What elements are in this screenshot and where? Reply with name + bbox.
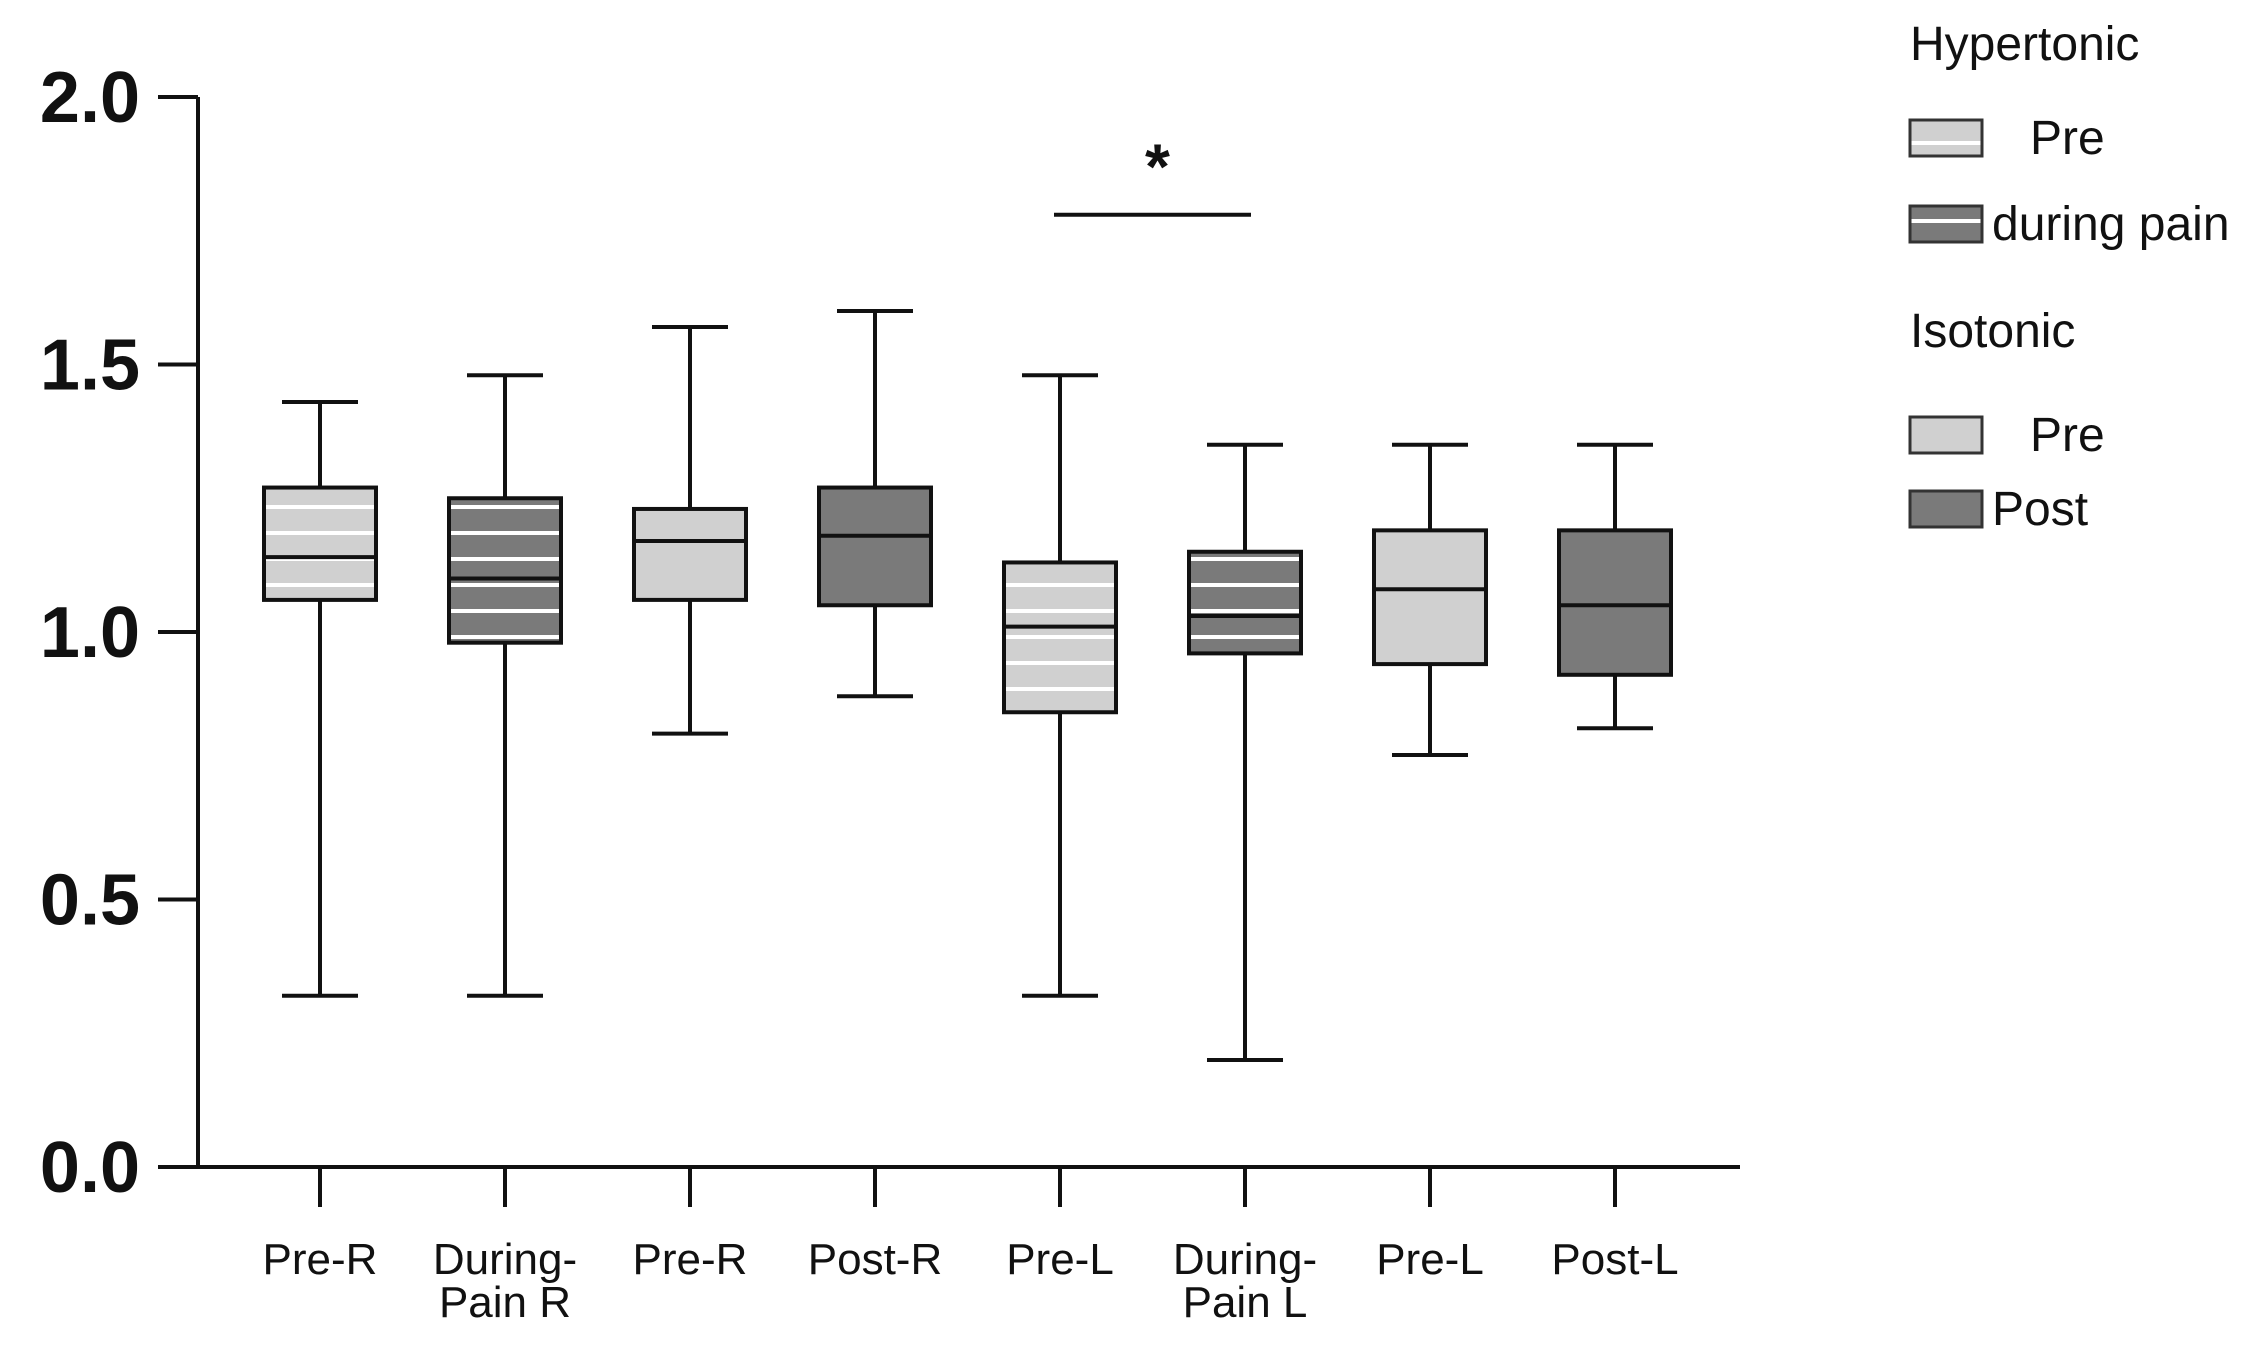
x-tick-label: Post-R bbox=[808, 1235, 942, 1284]
legend-swatch bbox=[1908, 204, 1984, 244]
legend-label: during pain bbox=[1992, 198, 2230, 251]
x-tick-label-line: Pre-R bbox=[263, 1235, 378, 1284]
iqr-box bbox=[447, 496, 563, 645]
x-tick-label-line: During- bbox=[1173, 1235, 1317, 1284]
box-plot-item bbox=[1372, 442, 1488, 758]
y-tick-label: 0.0 bbox=[40, 1128, 140, 1208]
iqr-box bbox=[1187, 549, 1303, 656]
legend-swatch bbox=[1908, 118, 1984, 158]
x-tick-label-line: Pain R bbox=[439, 1278, 571, 1327]
y-tick-label: 2.0 bbox=[40, 58, 140, 138]
box-plot-item bbox=[632, 325, 748, 736]
legend-label: Pre bbox=[2030, 112, 2105, 165]
legend-swatch bbox=[1908, 415, 1984, 455]
significance-label: * bbox=[1145, 131, 1170, 203]
legend: Hypertonic Pre during pain Isotonic Pre Post bbox=[1908, 18, 2230, 536]
x-tick-label-line: Pain L bbox=[1183, 1278, 1308, 1327]
x-tick-label: During-Pain R bbox=[433, 1235, 577, 1327]
legend-label: Post bbox=[1992, 483, 2088, 536]
y-tick-label: 1.5 bbox=[40, 326, 140, 406]
x-tick-label-line: Pre-L bbox=[1376, 1235, 1484, 1284]
y-tick-label: 0.5 bbox=[40, 861, 140, 941]
iqr-box bbox=[262, 485, 378, 602]
x-tick-label: During-Pain L bbox=[1173, 1235, 1317, 1327]
y-tick-label: 1.0 bbox=[40, 593, 140, 673]
legend-swatch bbox=[1908, 489, 1984, 529]
iqr-box bbox=[1557, 528, 1673, 677]
x-tick-label-line: Post-L bbox=[1551, 1235, 1678, 1284]
box-plot-item bbox=[1187, 442, 1303, 1062]
iqr-box bbox=[817, 485, 933, 608]
box-plot-item bbox=[1557, 442, 1673, 731]
x-tick-label-line: Pre-R bbox=[633, 1235, 748, 1284]
box-plot-item bbox=[447, 373, 563, 998]
iqr-box bbox=[632, 506, 748, 602]
box-plot-item bbox=[817, 309, 933, 699]
legend-group-title: Hypertonic bbox=[1910, 18, 2139, 71]
legend-group-title: Isotonic bbox=[1910, 305, 2075, 358]
x-tick-label-line: Post-R bbox=[808, 1235, 942, 1284]
box-plot-item bbox=[262, 399, 378, 998]
x-tick-label: Pre-L bbox=[1376, 1235, 1484, 1284]
legend-label: Pre bbox=[2030, 409, 2105, 462]
x-tick-label: Pre-R bbox=[263, 1235, 378, 1284]
x-tick-label: Post-L bbox=[1551, 1235, 1678, 1284]
iqr-box bbox=[1002, 560, 1118, 715]
iqr-box bbox=[1372, 528, 1488, 667]
x-tick-label-line: During- bbox=[433, 1235, 577, 1284]
x-tick-label: Pre-L bbox=[1006, 1235, 1114, 1284]
box-plot-item bbox=[1002, 373, 1118, 998]
x-tick-label-line: Pre-L bbox=[1006, 1235, 1114, 1284]
x-tick-label: Pre-R bbox=[633, 1235, 748, 1284]
